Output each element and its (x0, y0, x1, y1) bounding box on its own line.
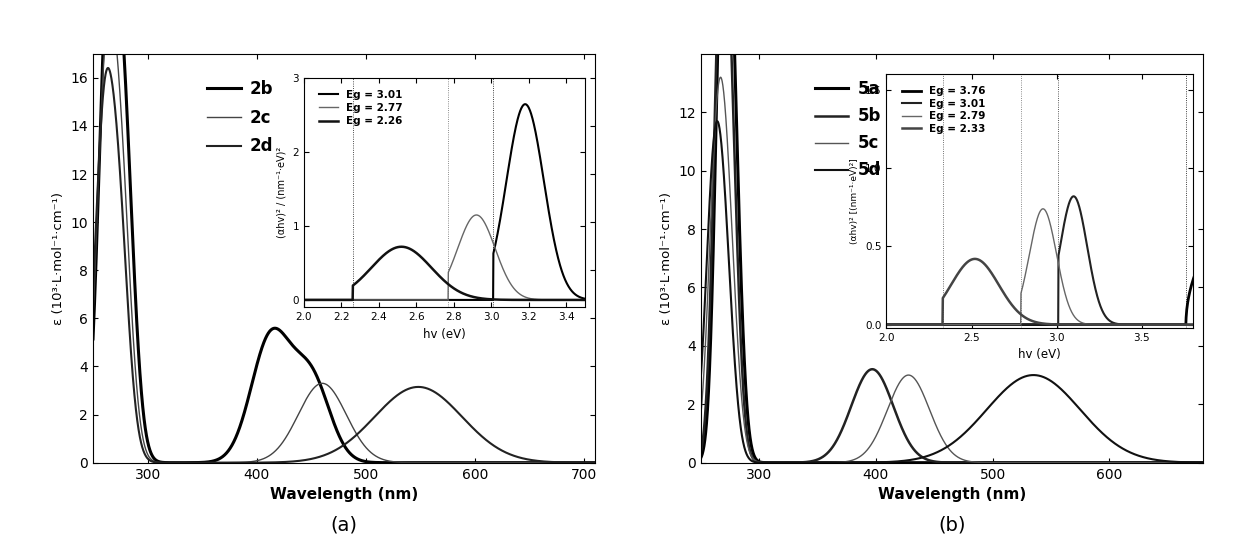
5a (750, 458, 765, 464)
2c (86, 315, 100, 322)
Text: (b): (b) (937, 516, 966, 535)
Line: 2d: 2d (93, 68, 595, 463)
5b (780, 459, 795, 466)
2c (300, 394, 315, 400)
Line: 2c: 2c (93, 9, 595, 463)
5b (1195, 459, 1210, 466)
Legend: 5a, 5b, 5c, 5d: 5a, 5b, 5c, 5d (808, 74, 887, 186)
2c (525, 459, 539, 466)
X-axis label: Wavelength (nm): Wavelength (nm) (878, 487, 1025, 502)
2c (143, 455, 157, 462)
5c (885, 392, 900, 398)
5c (780, 459, 795, 466)
Line: 2b: 2b (93, 0, 595, 463)
2b (86, 336, 100, 342)
2c (103, 5, 118, 12)
5d (693, 378, 708, 385)
5d (1195, 459, 1210, 466)
5a (693, 455, 708, 462)
5d (771, 459, 786, 466)
5d (750, 459, 765, 466)
2c (278, 435, 293, 441)
5b (750, 459, 765, 465)
2d (86, 289, 100, 296)
Y-axis label: ε (10³·L·mol⁻¹·cm⁻¹): ε (10³·L·mol⁻¹·cm⁻¹) (660, 192, 672, 325)
5c (1132, 459, 1147, 466)
5d (908, 456, 923, 462)
2d (300, 456, 315, 463)
Line: 5c: 5c (701, 77, 1203, 463)
5d (887, 458, 901, 465)
Line: 5a: 5a (701, 0, 1203, 463)
2c (172, 459, 187, 466)
2b (525, 459, 539, 466)
5c (750, 459, 765, 465)
2b (172, 459, 187, 466)
5b (1185, 459, 1200, 466)
2d (174, 459, 188, 466)
5d (780, 459, 795, 466)
2b (578, 459, 593, 466)
Line: 5b: 5b (701, 0, 1203, 463)
2d (100, 65, 115, 71)
2b (143, 449, 157, 455)
2d (172, 459, 187, 466)
5a (1195, 459, 1210, 466)
Text: (a): (a) (331, 516, 357, 535)
5b (908, 448, 923, 454)
5a (885, 459, 900, 466)
2d (588, 459, 603, 466)
5a (908, 459, 923, 466)
2d (525, 457, 539, 463)
Legend: 2b, 2c, 2d: 2b, 2c, 2d (201, 74, 279, 161)
5c (908, 376, 923, 383)
5c (693, 415, 708, 421)
2c (578, 459, 593, 466)
5b (1132, 459, 1147, 466)
5a (1132, 459, 1147, 466)
5b (885, 403, 900, 409)
X-axis label: Wavelength (nm): Wavelength (nm) (270, 487, 418, 502)
5c (1185, 459, 1200, 466)
2d (279, 459, 294, 465)
5d (1132, 452, 1147, 459)
5d (1185, 459, 1200, 466)
2c (588, 459, 603, 466)
5a (1039, 459, 1054, 466)
2b (278, 334, 293, 340)
Y-axis label: ε (10³·L·mol⁻¹·cm⁻¹): ε (10³·L·mol⁻¹·cm⁻¹) (52, 192, 64, 325)
2d (143, 457, 157, 464)
5c (1195, 459, 1210, 466)
2b (300, 357, 315, 364)
Line: 5d: 5d (701, 121, 1203, 463)
2b (588, 459, 603, 466)
5d (709, 118, 724, 124)
5b (693, 449, 708, 456)
5a (1185, 459, 1200, 466)
5c (713, 74, 728, 81)
5a (780, 459, 795, 466)
2d (578, 459, 593, 466)
